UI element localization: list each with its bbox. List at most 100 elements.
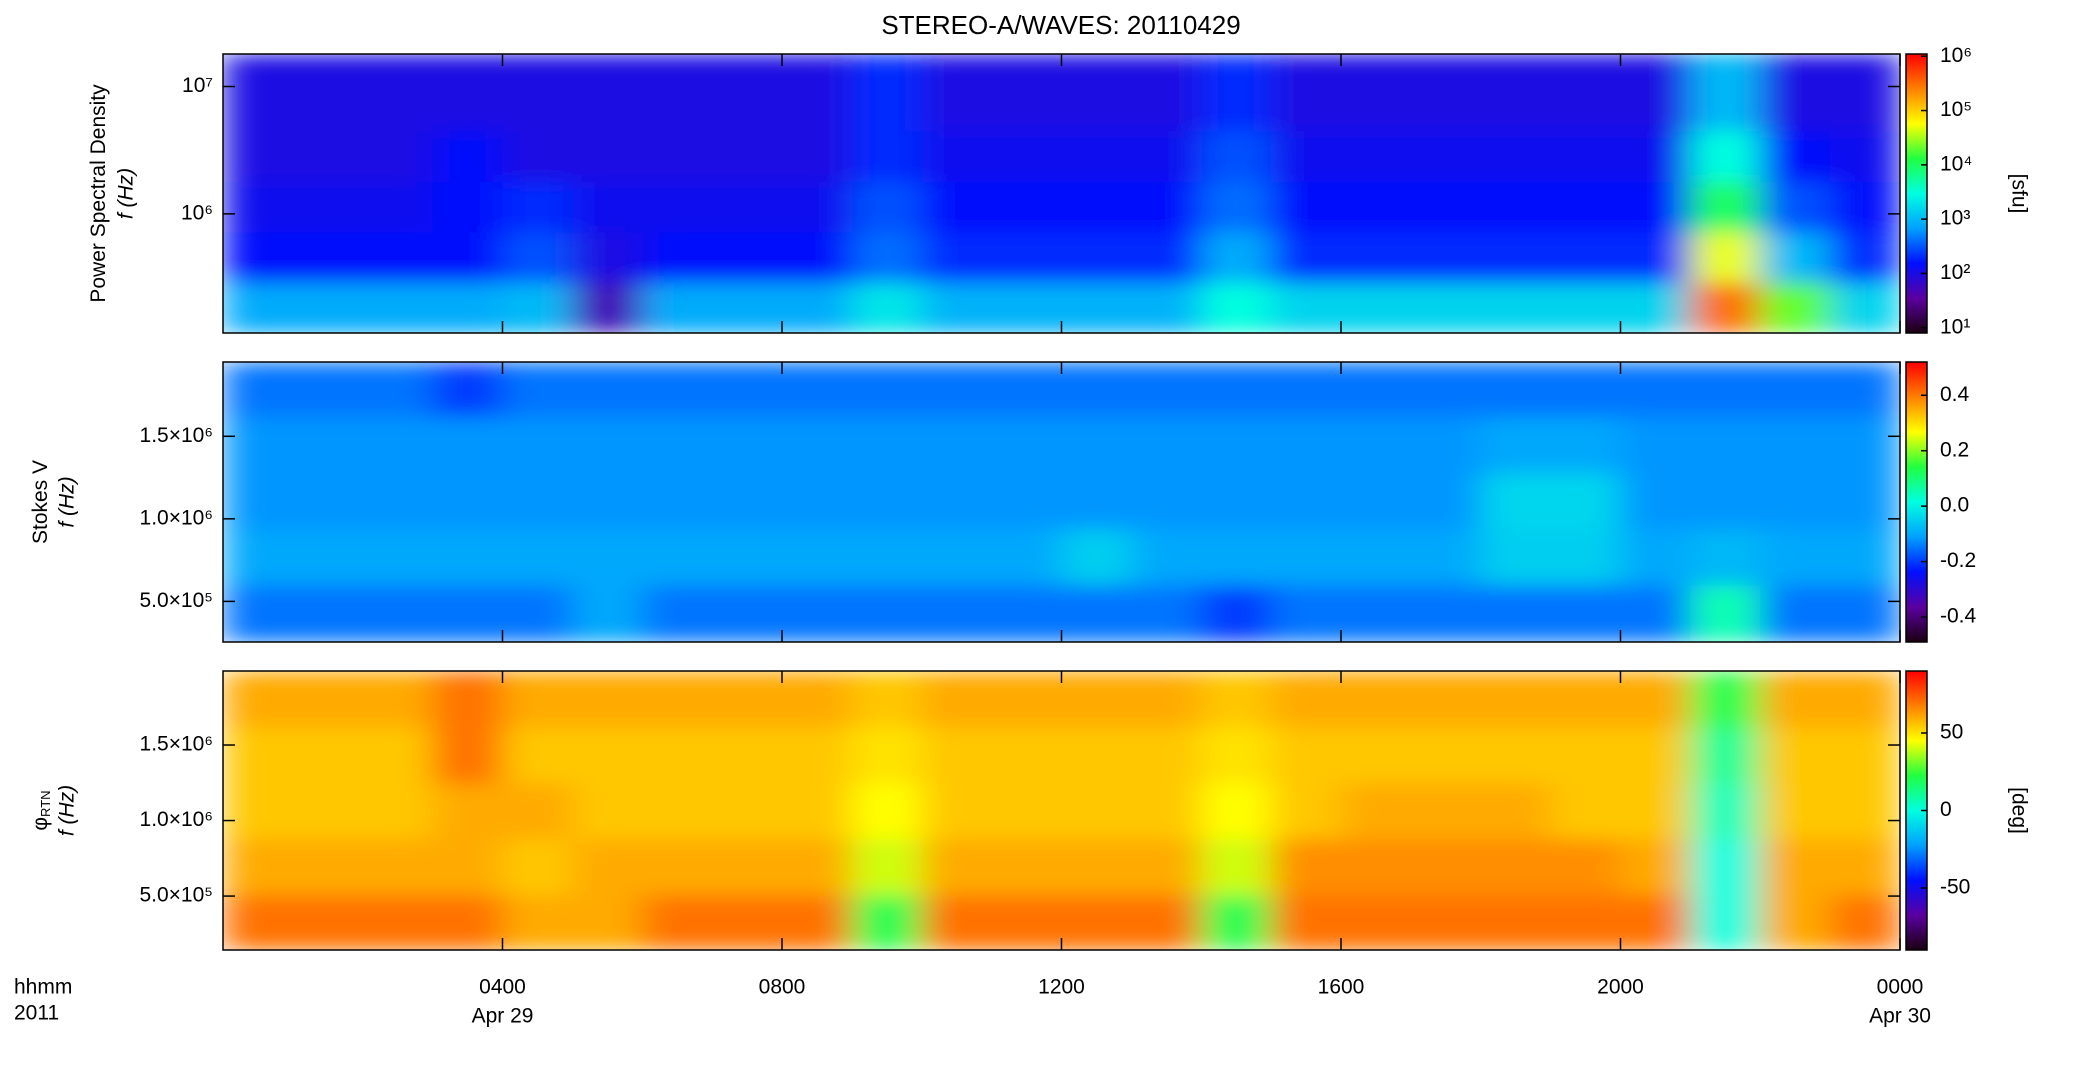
colorbar-tick-label: -50 <box>1940 876 1970 899</box>
heatmap-cell <box>362 584 434 642</box>
heatmap-cell <box>1830 362 1900 417</box>
heatmap-cell <box>782 528 853 586</box>
heatmap-cell <box>572 130 643 182</box>
heatmap-cell <box>712 671 783 728</box>
colorbar-tick-label: -0.4 <box>1940 605 1977 628</box>
heatmap-cell <box>292 232 364 283</box>
heatmap-cell <box>362 894 434 950</box>
y-axis-label: Power Spectral Density <box>87 84 110 303</box>
heatmap-cell <box>1480 894 1552 950</box>
heatmap-cell <box>1341 472 1412 530</box>
heatmap-cell <box>223 671 294 728</box>
colorbar <box>1905 361 1928 643</box>
heatmap-cell <box>1550 838 1621 896</box>
heatmap-cell <box>991 584 1062 642</box>
heatmap-cell <box>292 416 364 474</box>
heatmap-cell <box>502 232 573 283</box>
heatmap-cell <box>292 54 364 132</box>
heatmap-cell <box>642 671 713 728</box>
heatmap-cell <box>1620 838 1691 896</box>
heatmap-cell <box>921 472 993 530</box>
heatmap-cell <box>1061 472 1132 530</box>
heatmap-cell <box>1410 671 1482 728</box>
heatmap-cell <box>1480 528 1552 586</box>
heatmap-cell <box>991 528 1062 586</box>
heatmap-cell <box>642 528 713 586</box>
heatmap-cells <box>223 362 1900 642</box>
heatmap-cell <box>1271 838 1342 896</box>
heatmap-cell <box>851 416 923 474</box>
heatmap-cell <box>642 782 713 840</box>
heatmap-cell <box>572 54 643 132</box>
heatmap-cell <box>782 838 853 896</box>
heatmap-cell <box>921 838 993 896</box>
heatmap-cell <box>1690 726 1761 784</box>
heatmap-cell <box>1550 726 1621 784</box>
heatmap-cell <box>292 894 364 950</box>
heatmap-cell <box>642 54 713 132</box>
heatmap-cell <box>712 181 783 233</box>
heatmap-cell <box>1690 671 1761 728</box>
heatmap-cell <box>782 181 853 233</box>
heatmap-cell <box>1341 726 1412 784</box>
colorbar-tick-label: 10¹ <box>1940 315 1970 338</box>
heatmap-cell <box>362 416 434 474</box>
heatmap-cell <box>1690 416 1761 474</box>
heatmap <box>223 54 1900 333</box>
heatmap-cell <box>1620 232 1691 283</box>
heatmap-cell <box>921 584 993 642</box>
heatmap-cell <box>502 782 573 840</box>
heatmap-cell <box>1550 584 1621 642</box>
heatmap-cell <box>991 362 1062 417</box>
heatmap-cell <box>362 181 434 233</box>
heatmap <box>223 362 1900 642</box>
x-tick-label: 1600 <box>1318 976 1365 999</box>
heatmap-cell <box>1410 232 1482 283</box>
heatmap-cell <box>1410 362 1482 417</box>
heatmap-cell <box>502 894 573 950</box>
heatmap-cell <box>572 181 643 233</box>
heatmap-cell <box>1550 416 1621 474</box>
heatmap-cell <box>502 282 573 333</box>
heatmap-cell <box>1131 838 1202 896</box>
heatmap-cell <box>1690 472 1761 530</box>
heatmap-cell <box>642 894 713 950</box>
heatmap-cell <box>1271 232 1342 283</box>
heatmap-cell <box>851 782 923 840</box>
y-tick-label: 1.5×10⁶ <box>140 733 213 756</box>
y-axis-label-main: Stokes V <box>29 460 52 544</box>
colorbar-tick-label: 50 <box>1940 721 1963 744</box>
heatmap-cell <box>1760 130 1831 182</box>
heatmap-cell <box>1201 584 1272 642</box>
heatmap-cell <box>1201 726 1272 784</box>
heatmap-cell <box>991 130 1062 182</box>
heatmap-cell <box>782 584 853 642</box>
x-axis-label: hhmm <box>14 976 72 999</box>
heatmap-cell <box>1201 282 1272 333</box>
heatmap-cell <box>1341 181 1412 233</box>
heatmap-cell <box>1410 894 1482 950</box>
heatmap-cell <box>223 130 294 182</box>
heatmap-cell <box>1830 232 1900 283</box>
heatmap-cell <box>1830 528 1900 586</box>
heatmap-cell <box>642 232 713 283</box>
heatmap-cell <box>292 362 364 417</box>
heatmap-cell <box>1201 416 1272 474</box>
heatmap-cell <box>1760 726 1831 784</box>
heatmap-cell <box>1131 894 1202 950</box>
heatmap-cell <box>362 782 434 840</box>
heatmap-cell <box>921 894 993 950</box>
colorbar-tick-label: 10³ <box>1940 207 1970 230</box>
heatmap-cell <box>1830 54 1900 132</box>
heatmap-cell <box>223 362 294 417</box>
heatmap-cell <box>1131 362 1202 417</box>
heatmap-cell <box>1271 782 1342 840</box>
heatmap-cell <box>642 838 713 896</box>
heatmap-cell <box>1201 181 1272 233</box>
heatmap-cell <box>642 416 713 474</box>
date-label: Apr 30 <box>1869 1005 1931 1028</box>
heatmap-cell <box>1830 584 1900 642</box>
heatmap-cell <box>1620 671 1691 728</box>
heatmap-cell <box>572 232 643 283</box>
heatmap-cell <box>991 671 1062 728</box>
